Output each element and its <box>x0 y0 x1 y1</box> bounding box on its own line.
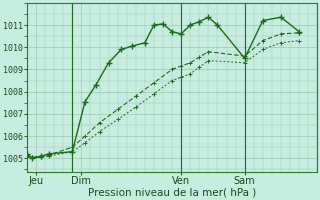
X-axis label: Pression niveau de la mer( hPa ): Pression niveau de la mer( hPa ) <box>88 187 256 197</box>
